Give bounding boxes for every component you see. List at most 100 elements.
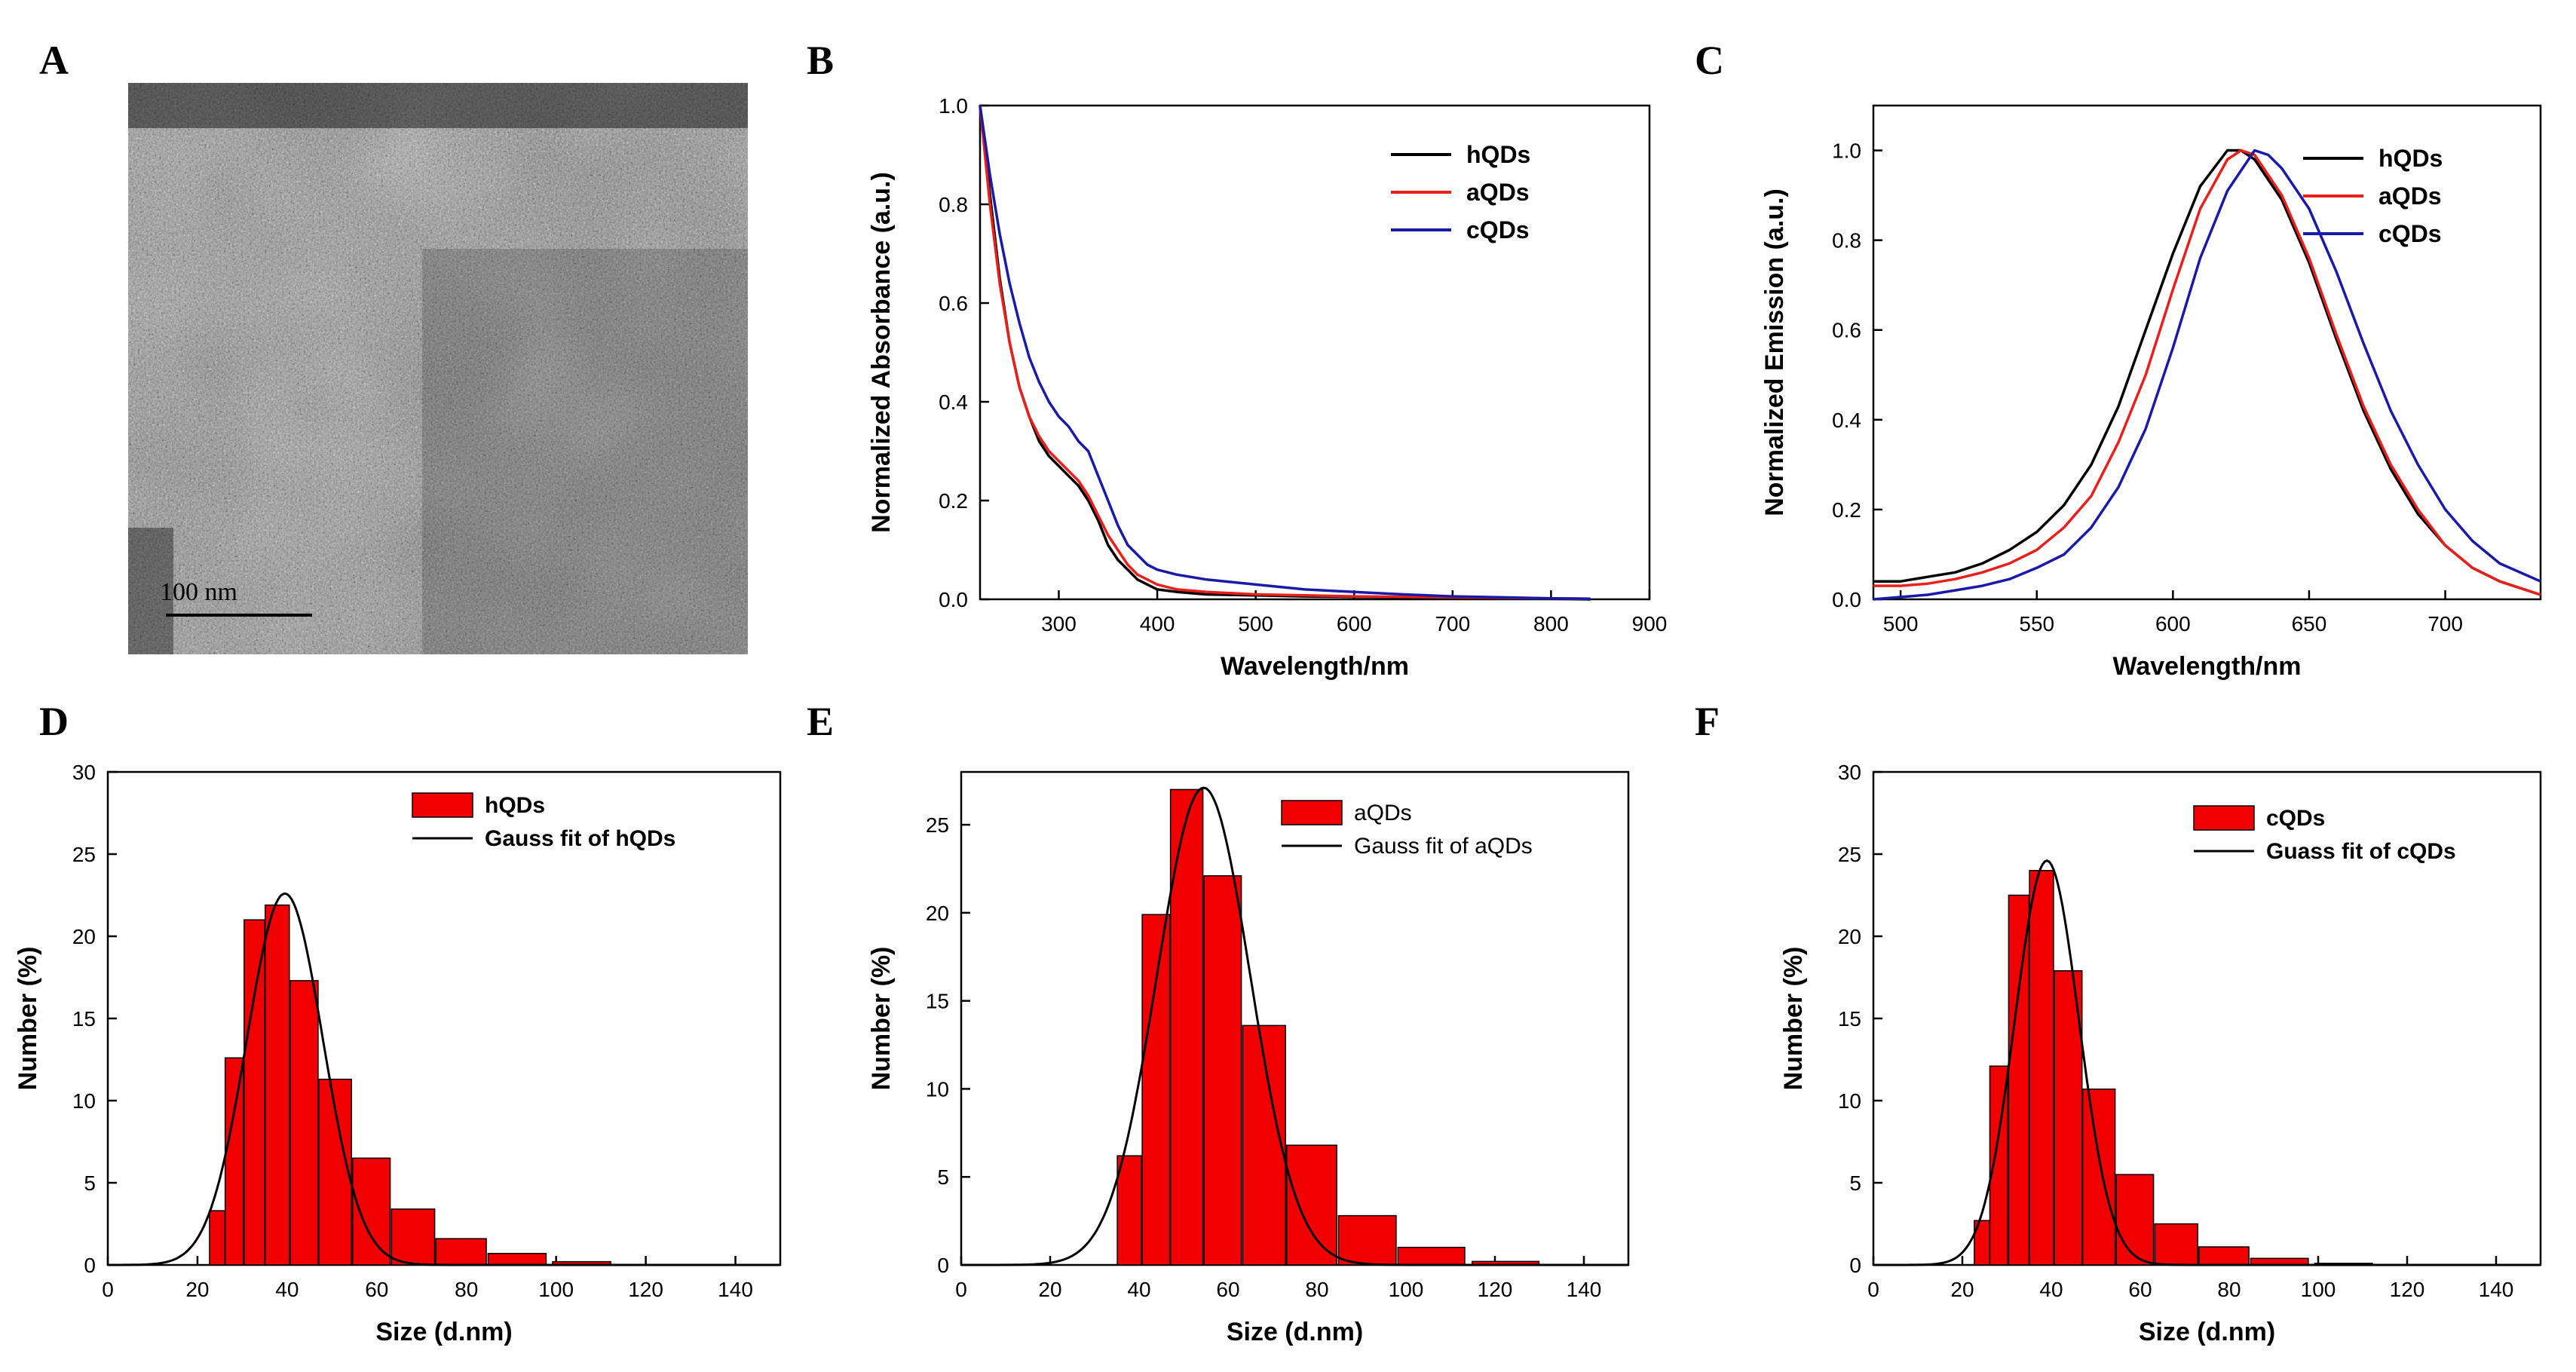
panel-letter-b: B bbox=[807, 38, 834, 83]
histogram-bar bbox=[2029, 870, 2054, 1266]
legend-label-hQDs: hQDs bbox=[2378, 145, 2443, 172]
y-tick-label: 1.0 bbox=[1832, 139, 1861, 163]
y-axis-label: Number (%) bbox=[867, 947, 896, 1091]
tem-scalebar-label: 100 nm bbox=[160, 578, 237, 606]
y-tick-label: 0.6 bbox=[1832, 319, 1861, 342]
series-line-aQDs bbox=[979, 105, 1591, 601]
histogram-bar bbox=[318, 1078, 352, 1266]
chart-d-hqds-size: 0 20 40 60 80 100 120 140 0 5 10 15 20 25 30 Size (d.nm… bbox=[14, 761, 782, 1346]
plot-frame bbox=[1872, 104, 2542, 601]
legend-swatch-bars bbox=[412, 792, 473, 818]
y-tick-label: 25 bbox=[1838, 843, 1861, 866]
y-tick-label: 10 bbox=[1838, 1089, 1861, 1113]
series-line-cQDs bbox=[1873, 149, 2541, 601]
x-tick-label: 500 bbox=[1238, 612, 1273, 635]
y-tick-label: 20 bbox=[72, 925, 96, 948]
x-tick-label: 600 bbox=[1337, 612, 1372, 635]
legend-label-cQDs: cQDs bbox=[2378, 220, 2442, 247]
x-tick-label: 140 bbox=[2479, 1278, 2514, 1301]
legend-label-bars: aQDs bbox=[1354, 801, 1412, 825]
histogram-bar bbox=[2008, 894, 2030, 1266]
x-tick-label: 140 bbox=[718, 1278, 753, 1301]
x-tick-label: 120 bbox=[628, 1278, 663, 1301]
tem-micrograph: 100 nm bbox=[128, 83, 748, 654]
histogram-bar bbox=[487, 1252, 547, 1266]
x-tick-label: 0 bbox=[1867, 1278, 1879, 1301]
x-tick-label: 0 bbox=[102, 1278, 114, 1301]
x-tick-label: 100 bbox=[538, 1278, 574, 1301]
histogram-bar bbox=[1242, 1024, 1286, 1266]
legend-label-fit: Gauss fit of hQDs bbox=[485, 826, 675, 851]
y-tick-label: 15 bbox=[72, 1007, 96, 1031]
histogram-bar bbox=[1116, 1155, 1142, 1266]
y-tick-label: 0.0 bbox=[1832, 588, 1861, 611]
y-tick-label: 0.8 bbox=[939, 193, 968, 216]
x-tick-label: 100 bbox=[2301, 1278, 2336, 1301]
chart-c-emission: 500 550 600 650 700 0.0 0.2 0.4 0.6 0.8 1.0 Wavelen… bbox=[1760, 104, 2542, 681]
histogram-bar bbox=[1989, 1065, 2009, 1266]
x-tick-label: 900 bbox=[1632, 612, 1668, 635]
y-tick-label: 15 bbox=[1838, 1007, 1861, 1031]
chart-e-aqds-size: 0 20 40 60 80 100 120 140 0 5 10 15 20 25 Size (d.nm) N… bbox=[867, 770, 1630, 1346]
panel-letter-d: D bbox=[39, 699, 69, 744]
gauss-fit-curve bbox=[961, 786, 1628, 1266]
x-tick-label: 80 bbox=[2217, 1278, 2241, 1301]
legend-label-fit: Guass fit of cQDs bbox=[2266, 839, 2456, 864]
panel-letter-f: F bbox=[1695, 699, 1720, 744]
x-tick-label: 40 bbox=[275, 1278, 299, 1301]
chart-f-cqds-size: 0 20 40 60 80 100 120 140 0 5 10 15 20 25 30 Size (d.nm… bbox=[1779, 761, 2542, 1346]
x-tick-label: 100 bbox=[1389, 1278, 1424, 1301]
histogram-bar bbox=[1169, 789, 1204, 1266]
plot-frame bbox=[106, 770, 782, 1266]
y-tick-label: 25 bbox=[72, 843, 96, 866]
x-axis-label: Size (d.nm) bbox=[2139, 1318, 2275, 1346]
panel-letter-e: E bbox=[807, 699, 834, 744]
y-tick-label: 25 bbox=[926, 813, 949, 837]
x-tick-label: 700 bbox=[2427, 612, 2463, 635]
x-tick-label: 140 bbox=[1567, 1278, 1602, 1301]
y-tick-label: 10 bbox=[926, 1077, 949, 1101]
x-tick-label: 20 bbox=[1038, 1278, 1061, 1301]
x-axis-label: Size (d.nm) bbox=[1227, 1318, 1363, 1346]
legend-label-bars: hQDs bbox=[485, 793, 545, 818]
y-tick-label: 20 bbox=[1838, 925, 1861, 948]
y-tick-label: 0.6 bbox=[939, 292, 968, 315]
x-tick-label: 60 bbox=[2128, 1278, 2152, 1301]
x-tick-label: 0 bbox=[955, 1278, 967, 1301]
gauss-fit-curve bbox=[108, 892, 780, 1266]
legend-label-cQDs: cQDs bbox=[1466, 216, 1530, 243]
histogram-bar bbox=[2081, 1088, 2116, 1266]
y-tick-label: 0.2 bbox=[1832, 498, 1861, 522]
y-axis-label: Normalized Absorbance (a.u.) bbox=[867, 172, 896, 533]
x-tick-label: 300 bbox=[1041, 612, 1077, 635]
x-tick-label: 800 bbox=[1533, 612, 1569, 635]
x-tick-label: 700 bbox=[1435, 612, 1470, 635]
plot-frame bbox=[979, 104, 1651, 601]
histogram-bar bbox=[1203, 875, 1242, 1266]
legend-swatch-bars bbox=[2193, 805, 2255, 831]
y-tick-label: 0.2 bbox=[939, 489, 968, 513]
y-tick-label: 0 bbox=[1849, 1254, 1861, 1277]
x-axis-label: Wavelength/nm bbox=[2113, 652, 2302, 681]
x-tick-label: 500 bbox=[1883, 612, 1919, 635]
chart-b-absorbance: 300 400 500 600 700 800 900 0.0 0.2 0.4 0.6 0.8 1.0 W… bbox=[867, 94, 1667, 681]
x-tick-label: 60 bbox=[365, 1278, 388, 1301]
x-tick-label: 20 bbox=[1950, 1278, 1974, 1301]
y-tick-label: 5 bbox=[937, 1165, 949, 1189]
histogram-bar bbox=[1141, 914, 1171, 1266]
panel-letter-c: C bbox=[1695, 38, 1724, 83]
y-tick-label: 5 bbox=[84, 1171, 96, 1195]
histogram-bar bbox=[1397, 1246, 1466, 1266]
histogram-bar bbox=[224, 1057, 244, 1266]
histogram-bar bbox=[2115, 1174, 2155, 1266]
legend-label-aQDs: aQDs bbox=[1466, 179, 1530, 206]
x-tick-label: 400 bbox=[1140, 612, 1175, 635]
histogram-bar bbox=[209, 1210, 226, 1266]
x-axis-label: Wavelength/nm bbox=[1221, 652, 1409, 681]
histogram-bar bbox=[1285, 1144, 1337, 1266]
x-axis-label: Size (d.nm) bbox=[375, 1318, 512, 1346]
histogram-bar bbox=[244, 919, 265, 1266]
y-tick-label: 30 bbox=[72, 761, 96, 784]
histogram-bar bbox=[1337, 1214, 1397, 1266]
